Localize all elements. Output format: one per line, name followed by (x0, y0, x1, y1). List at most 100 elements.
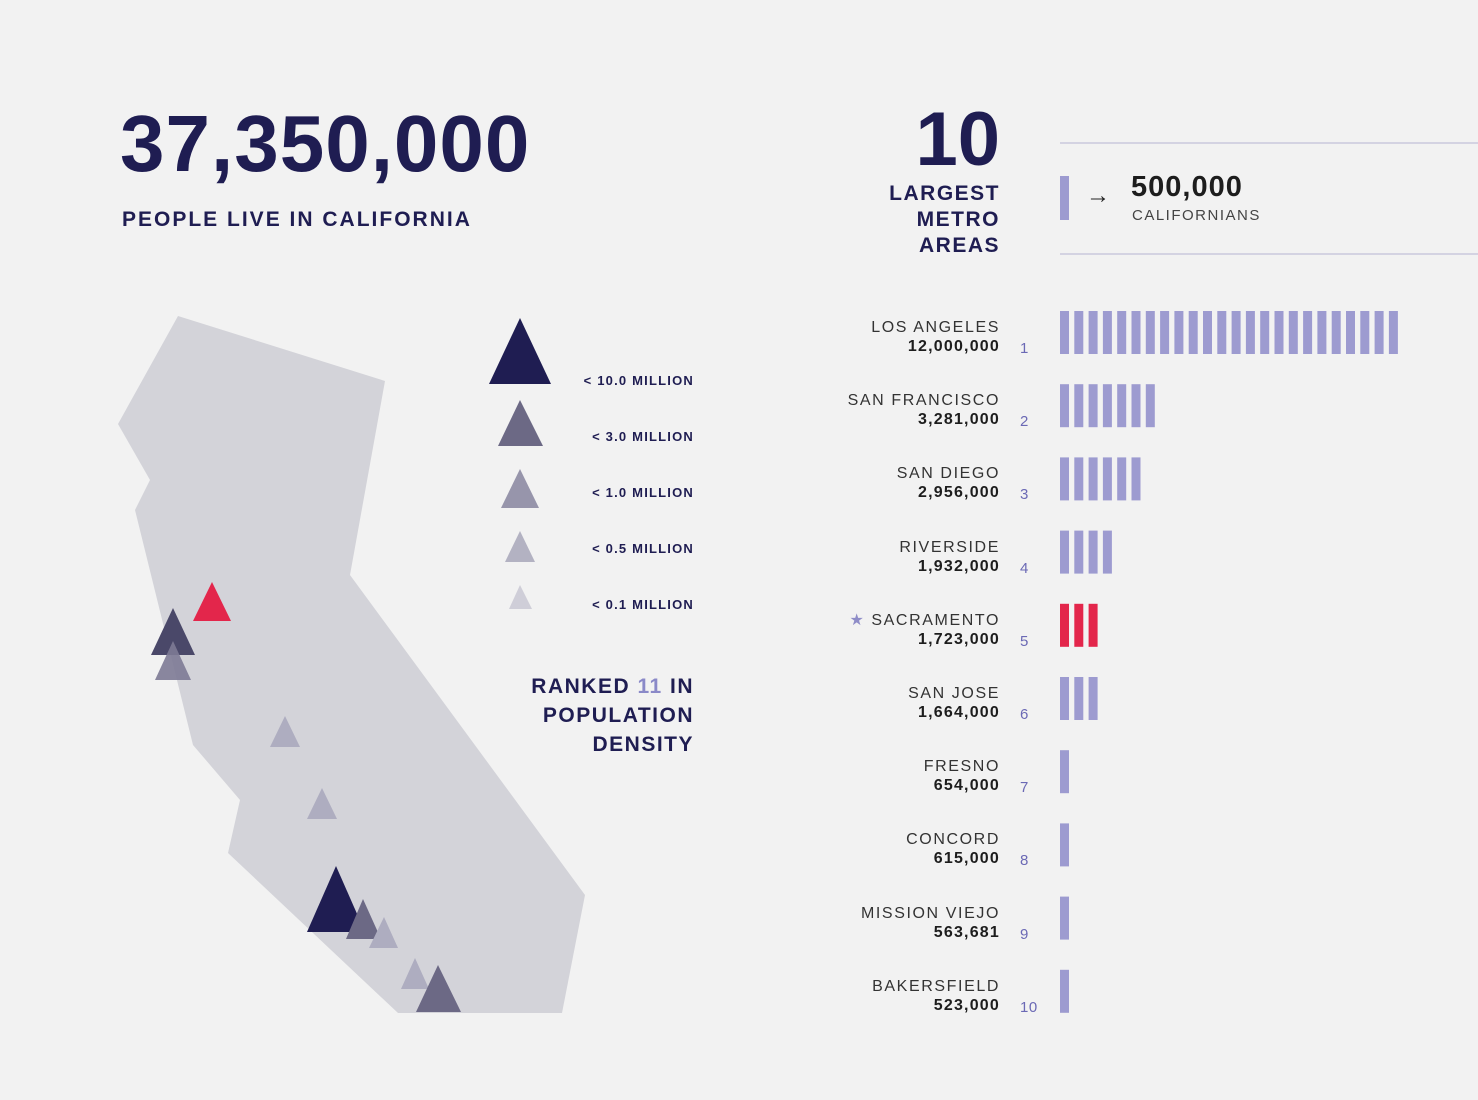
city-name-san-francisco: SAN FRANCISCO (760, 392, 1000, 410)
bar-san-diego-3 (1088, 457, 1098, 501)
city-rank-sacramento: 5 (1020, 632, 1029, 650)
city-name-text: RIVERSIDE (899, 538, 1000, 556)
legend-label-0-5m: < 0.5 MILLION (592, 541, 694, 556)
california-shape (118, 316, 585, 1013)
bar-san-francisco-4 (1102, 384, 1112, 428)
city-name-text: MISSION VIEJO (860, 904, 1000, 922)
city-rank-fresno: 7 (1020, 779, 1029, 797)
bar-san-diego-2 (1074, 457, 1084, 501)
bar-los-angeles-13 (1231, 311, 1241, 354)
bar-concord-1 (1060, 823, 1069, 867)
bar-los-angeles-6 (1131, 311, 1141, 354)
city-name-bakersfield: BAKERSFIELD (760, 978, 1000, 996)
bar-los-angeles-1 (1060, 311, 1069, 354)
bar-los-angeles-21 (1346, 311, 1355, 354)
metro-caption-line2: METRO (916, 208, 1000, 231)
bar-los-angeles-23 (1374, 311, 1384, 354)
metro-bar-chart (1060, 311, 1398, 1013)
city-population-fresno: 654,000 (933, 777, 1000, 795)
bar-bakersfield-1 (1060, 969, 1069, 1013)
bakersfield-marker (307, 788, 337, 819)
bar-san-francisco-7 (1145, 384, 1155, 428)
city-name-san-diego: SAN DIEGO (760, 465, 1000, 483)
city-population-san-jose: 1,664,000 (918, 704, 1000, 721)
california-map (118, 316, 585, 1013)
city-name-text: SAN JOSE (908, 685, 1000, 702)
metro-caption: LARGEST METRO AREAS (820, 181, 1000, 259)
metro-count: 10 (915, 97, 1000, 182)
bar-sacramento-2 (1074, 603, 1084, 647)
los-angeles-marker (307, 866, 365, 932)
bar-los-angeles-8 (1160, 311, 1170, 354)
density-rank-line3: DENSITY (592, 733, 694, 756)
bar-riverside-2 (1074, 530, 1084, 574)
bar-riverside-4 (1102, 530, 1112, 574)
bar-los-angeles-20 (1331, 311, 1341, 354)
density-rank-prefix: RANKED (531, 675, 638, 698)
bar-sacramento-3 (1088, 603, 1098, 647)
bar-san-francisco-3 (1088, 384, 1098, 428)
city-population-los-angeles: 12,000,000 (907, 338, 1000, 355)
city-rank-san-jose: 6 (1020, 706, 1029, 723)
city-name-los-angeles: LOS ANGELES (760, 319, 1000, 337)
density-rank-number: 11 (637, 675, 663, 698)
star-icon: ★ (849, 611, 866, 629)
city-population-san-francisco: 3,281,000 (918, 411, 1000, 429)
bar-san-jose-2 (1074, 677, 1084, 720)
bar-san-jose-1 (1060, 677, 1069, 720)
city-population-bakersfield: 523,000 (933, 996, 1000, 1014)
bar-san-diego-4 (1102, 457, 1112, 501)
mission-viejo-marker (369, 917, 398, 948)
bar-fresno-1 (1060, 750, 1069, 794)
bar-mission-viejo-1 (1060, 896, 1069, 940)
fresno-marker (270, 716, 300, 747)
density-rank-suffix: IN (662, 675, 694, 698)
key-bar (1060, 176, 1069, 220)
bar-los-angeles-10 (1188, 311, 1198, 354)
bar-los-angeles-12 (1217, 311, 1227, 354)
bar-riverside-1 (1060, 530, 1069, 574)
bar-los-angeles-16 (1274, 311, 1284, 354)
bar-los-angeles-22 (1360, 311, 1370, 354)
bar-los-angeles-14 (1245, 311, 1255, 354)
legend-triangle-0-1m (509, 585, 532, 609)
city-name-text: LOS ANGELES (871, 319, 1000, 336)
bar-los-angeles-7 (1145, 311, 1155, 354)
total-population-caption: PEOPLE LIVE IN CALIFORNIA (122, 208, 472, 231)
key-top-rule (1060, 142, 1478, 144)
key-caption: CALIFORNIANS (1132, 207, 1261, 224)
city-name-mission-viejo: MISSION VIEJO (760, 905, 1000, 923)
bar-sacramento-1 (1060, 603, 1069, 647)
bar-san-diego-1 (1060, 457, 1069, 501)
city-name-text: SAN DIEGO (896, 465, 1000, 483)
city-name-text: FRESNO (923, 758, 1000, 776)
san-jose-marker (155, 641, 191, 680)
city-rank-riverside: 4 (1020, 559, 1029, 577)
city-population-san-diego: 2,956,000 (918, 484, 1000, 502)
city-name-text: CONCORD (906, 831, 1000, 849)
city-population-concord: 615,000 (933, 850, 1000, 868)
city-population-sacramento: 1,723,000 (918, 630, 1000, 648)
legend-label-3m: < 3.0 MILLION (592, 429, 694, 444)
legend-triangle-3m (498, 400, 543, 446)
city-rank-los-angeles: 1 (1020, 340, 1029, 357)
legend-label-0-1m: < 0.1 MILLION (592, 597, 694, 612)
bar-san-francisco-2 (1074, 384, 1084, 428)
bar-san-jose-3 (1088, 677, 1098, 720)
city-name-text: SAN FRANCISCO (847, 392, 1000, 410)
san-diego-marker (416, 965, 461, 1012)
sacramento-marker (193, 582, 231, 621)
riverside-marker (346, 899, 381, 939)
key-bottom-rule (1060, 253, 1478, 255)
legend-label-1m: < 1.0 MILLION (592, 485, 694, 500)
bar-san-francisco-5 (1117, 384, 1127, 428)
bar-los-angeles-19 (1317, 311, 1327, 354)
legend-triangle-1m (501, 469, 539, 508)
city-name-sacramento: ★ SACRAMENTO (760, 612, 1000, 630)
key-value: 500,000 (1131, 171, 1243, 203)
bar-los-angeles-9 (1174, 311, 1184, 354)
bar-los-angeles-24 (1388, 311, 1398, 354)
city-rank-mission-viejo: 9 (1020, 925, 1029, 943)
bar-san-francisco-1 (1060, 384, 1069, 428)
city-rank-bakersfield: 10 (1020, 998, 1038, 1016)
